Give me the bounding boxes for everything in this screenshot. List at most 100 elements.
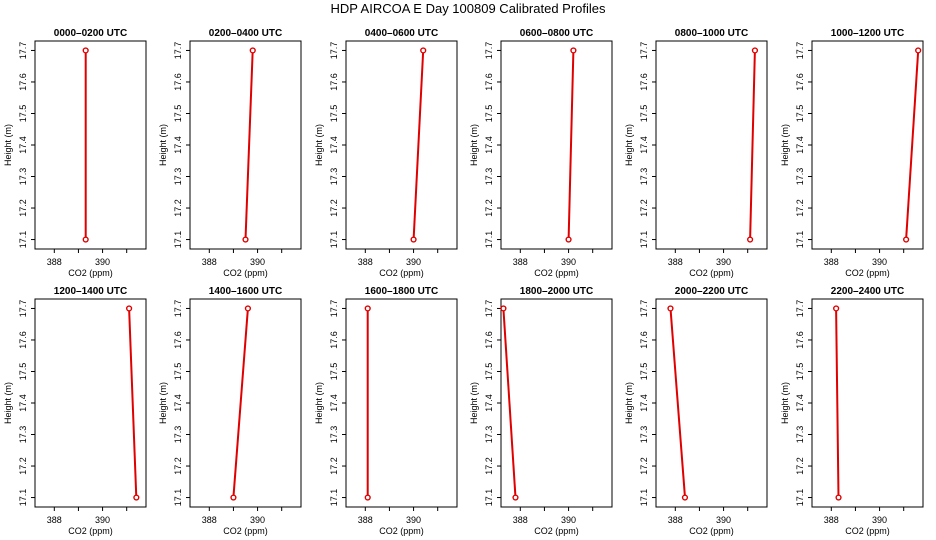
y-tick-label: 17.1 — [484, 489, 494, 507]
y-tick-label: 17.7 — [18, 300, 28, 318]
profile-point — [244, 305, 252, 312]
y-axis-label: Height (m) — [469, 124, 479, 166]
panel-title: 2000–2200 UTC — [675, 286, 748, 297]
profile-point — [420, 47, 427, 54]
y-tick-label: 17.5 — [639, 363, 649, 381]
x-axis-label: CO2 (ppm) — [845, 268, 890, 278]
y-tick-label: 17.4 — [795, 394, 805, 412]
y-tick-label: 17.5 — [639, 105, 649, 123]
profile-point — [915, 47, 922, 54]
y-tick-label: 17.7 — [484, 300, 494, 318]
y-tick-label: 17.1 — [18, 231, 28, 249]
y-tick-label: 17.5 — [329, 363, 339, 381]
x-axis-label: CO2 (ppm) — [534, 268, 579, 278]
x-tick-label: 390 — [716, 515, 731, 525]
y-tick-label: 17.1 — [795, 489, 805, 507]
y-tick-label: 17.2 — [639, 457, 649, 475]
y-tick-label: 17.4 — [484, 136, 494, 154]
profile-point — [133, 494, 140, 501]
profile-line — [669, 308, 686, 498]
x-tick-label: 388 — [358, 515, 373, 525]
y-tick-label: 17.6 — [173, 331, 183, 349]
y-tick-label: 17.3 — [484, 168, 494, 186]
profile-line — [835, 308, 840, 498]
x-axis-label: CO2 (ppm) — [223, 526, 268, 536]
y-tick-label: 17.5 — [484, 105, 494, 123]
panel-title: 0200–0400 UTC — [209, 28, 282, 39]
y-tick-label: 17.4 — [329, 136, 339, 154]
x-tick-label: 388 — [668, 515, 683, 525]
y-tick-label: 17.2 — [484, 457, 494, 475]
y-tick-label: 17.1 — [18, 489, 28, 507]
y-tick-label: 17.3 — [795, 168, 805, 186]
y-tick-label: 17.6 — [484, 73, 494, 91]
y-tick-label: 17.6 — [484, 331, 494, 349]
y-tick-label: 17.5 — [173, 105, 183, 123]
y-axis-label: Height (m) — [780, 382, 790, 424]
x-axis-label: CO2 (ppm) — [845, 526, 890, 536]
y-tick-label: 17.4 — [639, 136, 649, 154]
y-tick-label: 17.1 — [173, 231, 183, 249]
profile-line — [567, 50, 575, 240]
profile-point — [82, 236, 89, 243]
y-tick-label: 17.3 — [18, 426, 28, 444]
y-tick-label: 17.7 — [484, 42, 494, 60]
y-tick-label: 17.2 — [173, 199, 183, 217]
profile-point — [681, 494, 689, 501]
profile-point — [82, 47, 89, 54]
y-tick-label: 17.2 — [329, 199, 339, 217]
profile-line — [412, 50, 425, 240]
x-tick-label: 388 — [47, 515, 62, 525]
y-tick-label: 17.1 — [484, 231, 494, 249]
profile-point — [903, 236, 910, 243]
x-tick-label: 390 — [561, 257, 576, 267]
profile-point — [126, 305, 133, 312]
y-tick-label: 17.6 — [795, 331, 805, 349]
x-axis-label: CO2 (ppm) — [68, 268, 113, 278]
x-axis-label: CO2 (ppm) — [379, 526, 424, 536]
panel-title: 0000–0200 UTC — [54, 28, 127, 39]
y-tick-label: 17.4 — [18, 136, 28, 154]
y-tick-label: 17.7 — [795, 300, 805, 318]
plot-frame — [811, 40, 924, 250]
y-tick-label: 17.4 — [329, 394, 339, 412]
y-tick-label: 17.4 — [173, 136, 183, 154]
x-tick-label: 390 — [716, 257, 731, 267]
y-tick-label: 17.6 — [18, 331, 28, 349]
y-tick-label: 17.6 — [329, 73, 339, 91]
panel-title: 1200–1400 UTC — [54, 286, 127, 297]
y-tick-label: 17.6 — [173, 73, 183, 91]
y-tick-label: 17.7 — [18, 42, 28, 60]
panel-title: 1400–1600 UTC — [209, 286, 282, 297]
y-tick-label: 17.3 — [329, 426, 339, 444]
y-tick-label: 17.1 — [329, 489, 339, 507]
y-tick-label: 17.2 — [484, 199, 494, 217]
profile-point — [833, 305, 840, 312]
profile-line — [244, 50, 254, 240]
x-tick-label: 388 — [358, 257, 373, 267]
y-tick-label: 17.1 — [639, 489, 649, 507]
x-axis-label: CO2 (ppm) — [223, 268, 268, 278]
y-tick-label: 17.5 — [329, 105, 339, 123]
y-tick-label: 17.5 — [18, 105, 28, 123]
y-tick-label: 17.6 — [329, 331, 339, 349]
y-tick-label: 17.6 — [639, 331, 649, 349]
y-tick-label: 17.5 — [795, 105, 805, 123]
y-tick-label: 17.3 — [639, 168, 649, 186]
x-tick-label: 388 — [513, 515, 528, 525]
x-tick-label: 390 — [95, 515, 110, 525]
y-tick-label: 17.2 — [795, 457, 805, 475]
y-tick-label: 17.3 — [484, 426, 494, 444]
x-axis-label: CO2 (ppm) — [689, 526, 734, 536]
profile-line — [905, 50, 920, 240]
profile-point — [500, 305, 507, 312]
x-tick-label: 388 — [824, 515, 839, 525]
x-axis-label: CO2 (ppm) — [534, 526, 579, 536]
x-tick-label: 390 — [872, 515, 887, 525]
profile-point — [751, 47, 759, 54]
x-tick-label: 388 — [668, 257, 683, 267]
panel-title: 1600–1800 UTC — [365, 286, 438, 297]
y-tick-label: 17.3 — [329, 168, 339, 186]
plot-frame — [500, 40, 613, 250]
x-tick-label: 388 — [47, 257, 62, 267]
